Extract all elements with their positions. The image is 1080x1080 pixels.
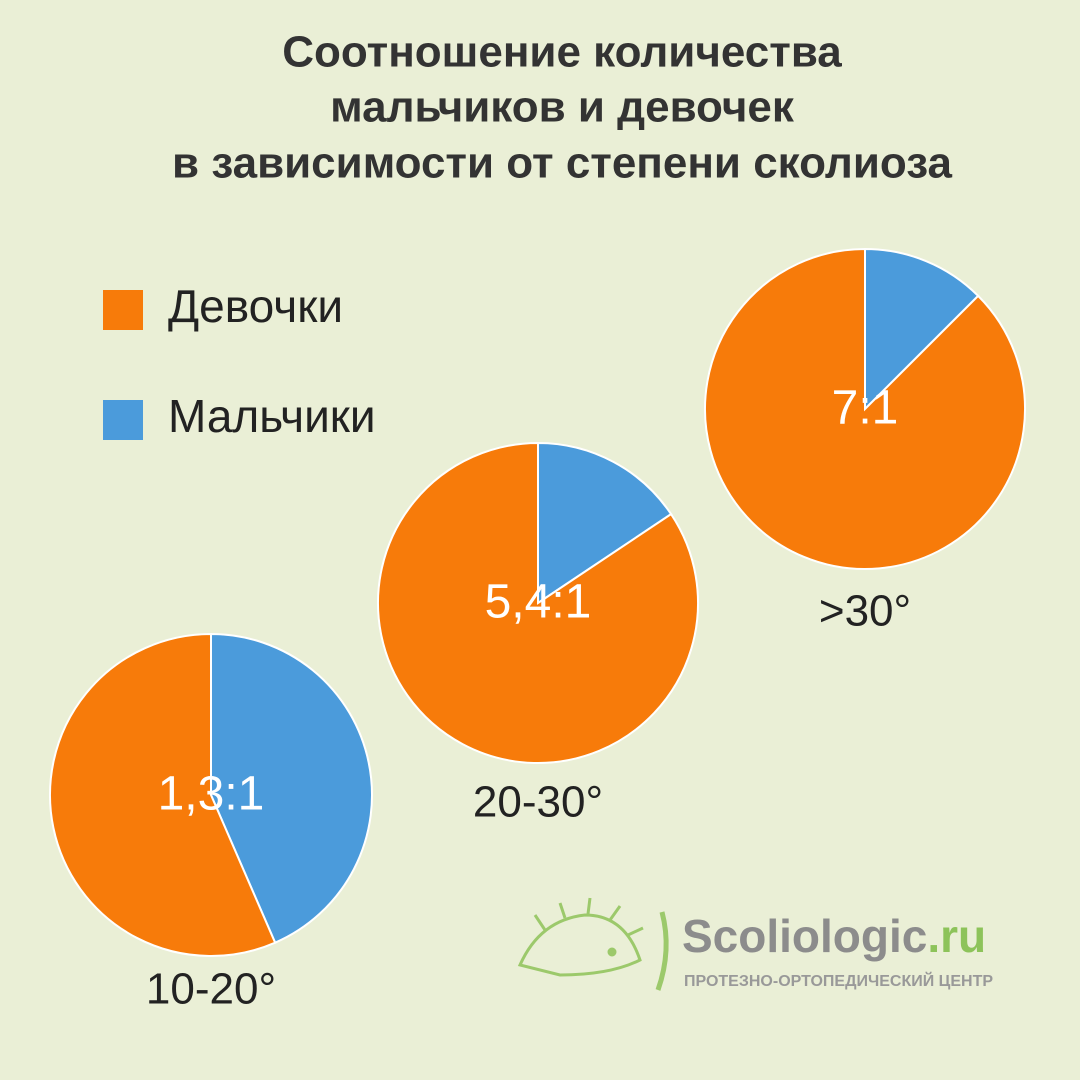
logo-text: Scoliologic.ru (682, 910, 986, 962)
pie-slice (210, 632, 373, 944)
logo-domain: .ru (927, 910, 986, 962)
chart-title: в зависимости от степени сколиоза (172, 139, 952, 188)
logo: Scoliologic.ru ПРОТЕЗНО-ОРТОПЕДИЧЕСКИЙ Ц… (517, 897, 993, 991)
category-label: 20-30° (473, 778, 603, 827)
legend-swatch (103, 400, 143, 440)
value-label: 5,4:1 (485, 576, 592, 629)
pie-slice (864, 247, 980, 412)
pie-slice (49, 632, 277, 957)
chart-title: Соотношение количества (282, 28, 842, 77)
logo-icon (517, 897, 669, 991)
logo-name: Scoliologic (682, 910, 927, 962)
pie-slice (377, 441, 699, 764)
logo-tagline: ПРОТЕЗНО-ОРТОПЕДИЧЕСКИЙ ЦЕНТР (684, 971, 993, 990)
category-label: 10-20° (146, 965, 276, 1014)
value-label: 1,3:1 (158, 768, 265, 821)
chart-title: мальчиков и девочек (330, 83, 795, 132)
legend-label: Девочки (168, 280, 343, 332)
value-label: 7:1 (832, 382, 899, 435)
pie-slice (704, 247, 1026, 570)
pie-slice (537, 441, 673, 605)
legend-label: Мальчики (168, 390, 376, 442)
category-label: >30° (819, 587, 911, 636)
legend-swatch (103, 290, 143, 330)
